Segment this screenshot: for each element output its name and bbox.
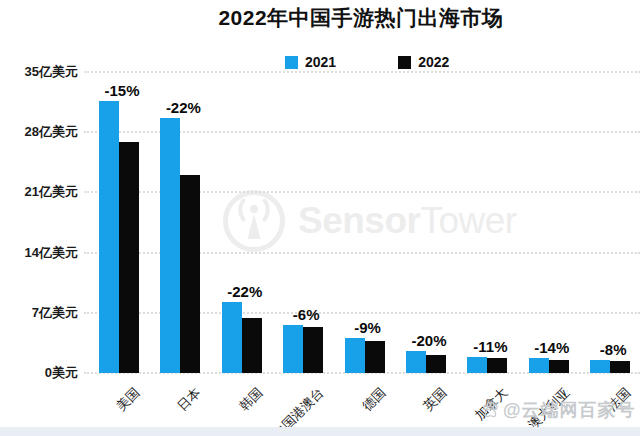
bar-2021-英国 [406, 351, 426, 373]
y-tick-label-14: 14亿美元 [0, 245, 78, 261]
chart-title: 2022年中国手游热门出海市场 [82, 4, 640, 32]
sensortower-logo-icon [222, 189, 286, 253]
legend-item-2021: 2021 [285, 54, 336, 70]
bar-2022-韩国 [242, 318, 262, 373]
bar-2022-加拿大 [487, 358, 507, 373]
bar-2021-澳大利亚 [529, 358, 549, 373]
bar-2021-法国 [590, 360, 610, 373]
change-label-日本: -22% [148, 99, 218, 116]
change-label-英国: -20% [394, 332, 464, 349]
bar-2022-日本 [180, 175, 200, 373]
bottom-strip [0, 427, 640, 436]
y-tick-label-7: 7亿美元 [0, 305, 78, 321]
legend-label-2022: 2022 [418, 54, 449, 70]
bar-2021-德国 [345, 338, 365, 373]
bar-2022-中国港澳台 [303, 327, 323, 373]
bar-2022-美国 [119, 142, 139, 373]
bar-2022-德国 [365, 341, 385, 373]
chart-canvas: 2022年中国手游热门出海市场 2021 2022 SensorTower 35… [0, 0, 640, 436]
change-label-中国港澳台: -6% [271, 306, 341, 323]
bar-2021-日本 [160, 118, 180, 373]
bar-2021-加拿大 [467, 357, 487, 373]
bar-2022-英国 [426, 355, 446, 373]
gridline-35 [84, 71, 640, 73]
bar-2021-美国 [99, 101, 119, 373]
bar-2021-韩国 [222, 302, 242, 373]
y-tick-label-21: 21亿美元 [0, 184, 78, 200]
bar-2021-中国港澳台 [283, 325, 303, 373]
bar-2022-法国 [610, 361, 630, 373]
y-tick-label-0: 0美元 [0, 365, 78, 381]
legend-item-2022: 2022 [398, 54, 449, 70]
y-tick-label-35: 35亿美元 [0, 64, 78, 80]
change-label-法国: -8% [578, 341, 640, 358]
change-label-澳大利亚: -14% [517, 339, 587, 356]
change-label-美国: -15% [87, 82, 157, 99]
legend: 2021 2022 [285, 54, 449, 70]
change-label-德国: -9% [333, 319, 403, 336]
legend-swatch-2021 [285, 56, 298, 69]
legend-swatch-2022 [398, 56, 411, 69]
y-tick-label-28: 28亿美元 [0, 124, 78, 140]
bar-2022-澳大利亚 [549, 360, 569, 373]
change-label-加拿大: -11% [455, 338, 525, 355]
sensortower-wordmark: SensorTower [298, 189, 517, 253]
sensortower-watermark: SensorTower [222, 189, 517, 253]
legend-label-2021: 2021 [305, 54, 336, 70]
change-label-韩国: -22% [210, 283, 280, 300]
